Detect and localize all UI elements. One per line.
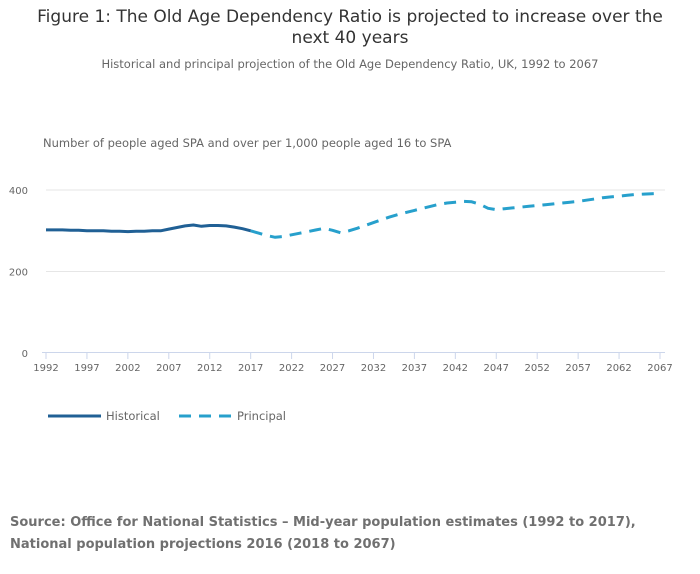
- x-axis-ticks: 1992 1997 2002 2007 2012 2017 2022 2027 2032 2037…: [33, 353, 673, 374]
- x-tick-label-1997: 1997: [74, 363, 99, 374]
- chart-title: Figure 1: The Old Age Dependency Ratio i…: [37, 7, 663, 48]
- x-tick-label-2037: 2037: [402, 363, 427, 374]
- y-tick-label-400: 400: [9, 186, 28, 197]
- series-group: [46, 191, 661, 239]
- chart-subtitle: Historical and principal projection of t…: [101, 57, 599, 71]
- x-tick-label-2057: 2057: [565, 363, 590, 374]
- grid-lines: [46, 189, 665, 272]
- x-tick-label-1992: 1992: [33, 363, 58, 374]
- x-tick-label-2002: 2002: [115, 363, 140, 374]
- y-axis-title: Number of people aged SPA and over per 1…: [43, 136, 452, 150]
- source-note: Source: Office for National Statistics –…: [10, 515, 636, 552]
- x-tick-label-2042: 2042: [443, 363, 468, 374]
- x-tick-label-2032: 2032: [361, 363, 386, 374]
- x-tick-label-2047: 2047: [484, 363, 509, 374]
- x-tick-label-2062: 2062: [606, 363, 631, 374]
- line-chart: Number of people aged SPA and over per 1…: [9, 136, 673, 423]
- x-tick-label-2022: 2022: [279, 363, 304, 374]
- x-tick-label-2027: 2027: [320, 363, 345, 374]
- y-axis-ticks: 0 200 400: [9, 186, 28, 360]
- x-tick-label-2052: 2052: [524, 363, 549, 374]
- x-tick-label-2017: 2017: [238, 363, 263, 374]
- legend: Historical Principal: [48, 409, 286, 423]
- series-line-principal: [250, 191, 661, 239]
- series-line-historical: [46, 223, 252, 234]
- y-tick-label-200: 200: [9, 268, 28, 279]
- legend-principal-label[interactable]: Principal: [237, 409, 286, 423]
- x-tick-label-2067: 2067: [647, 363, 672, 374]
- legend-historical-label[interactable]: Historical: [106, 409, 160, 423]
- x-tick-label-2012: 2012: [197, 363, 222, 374]
- y-tick-label-0: 0: [22, 349, 28, 360]
- x-tick-label-2007: 2007: [156, 363, 181, 374]
